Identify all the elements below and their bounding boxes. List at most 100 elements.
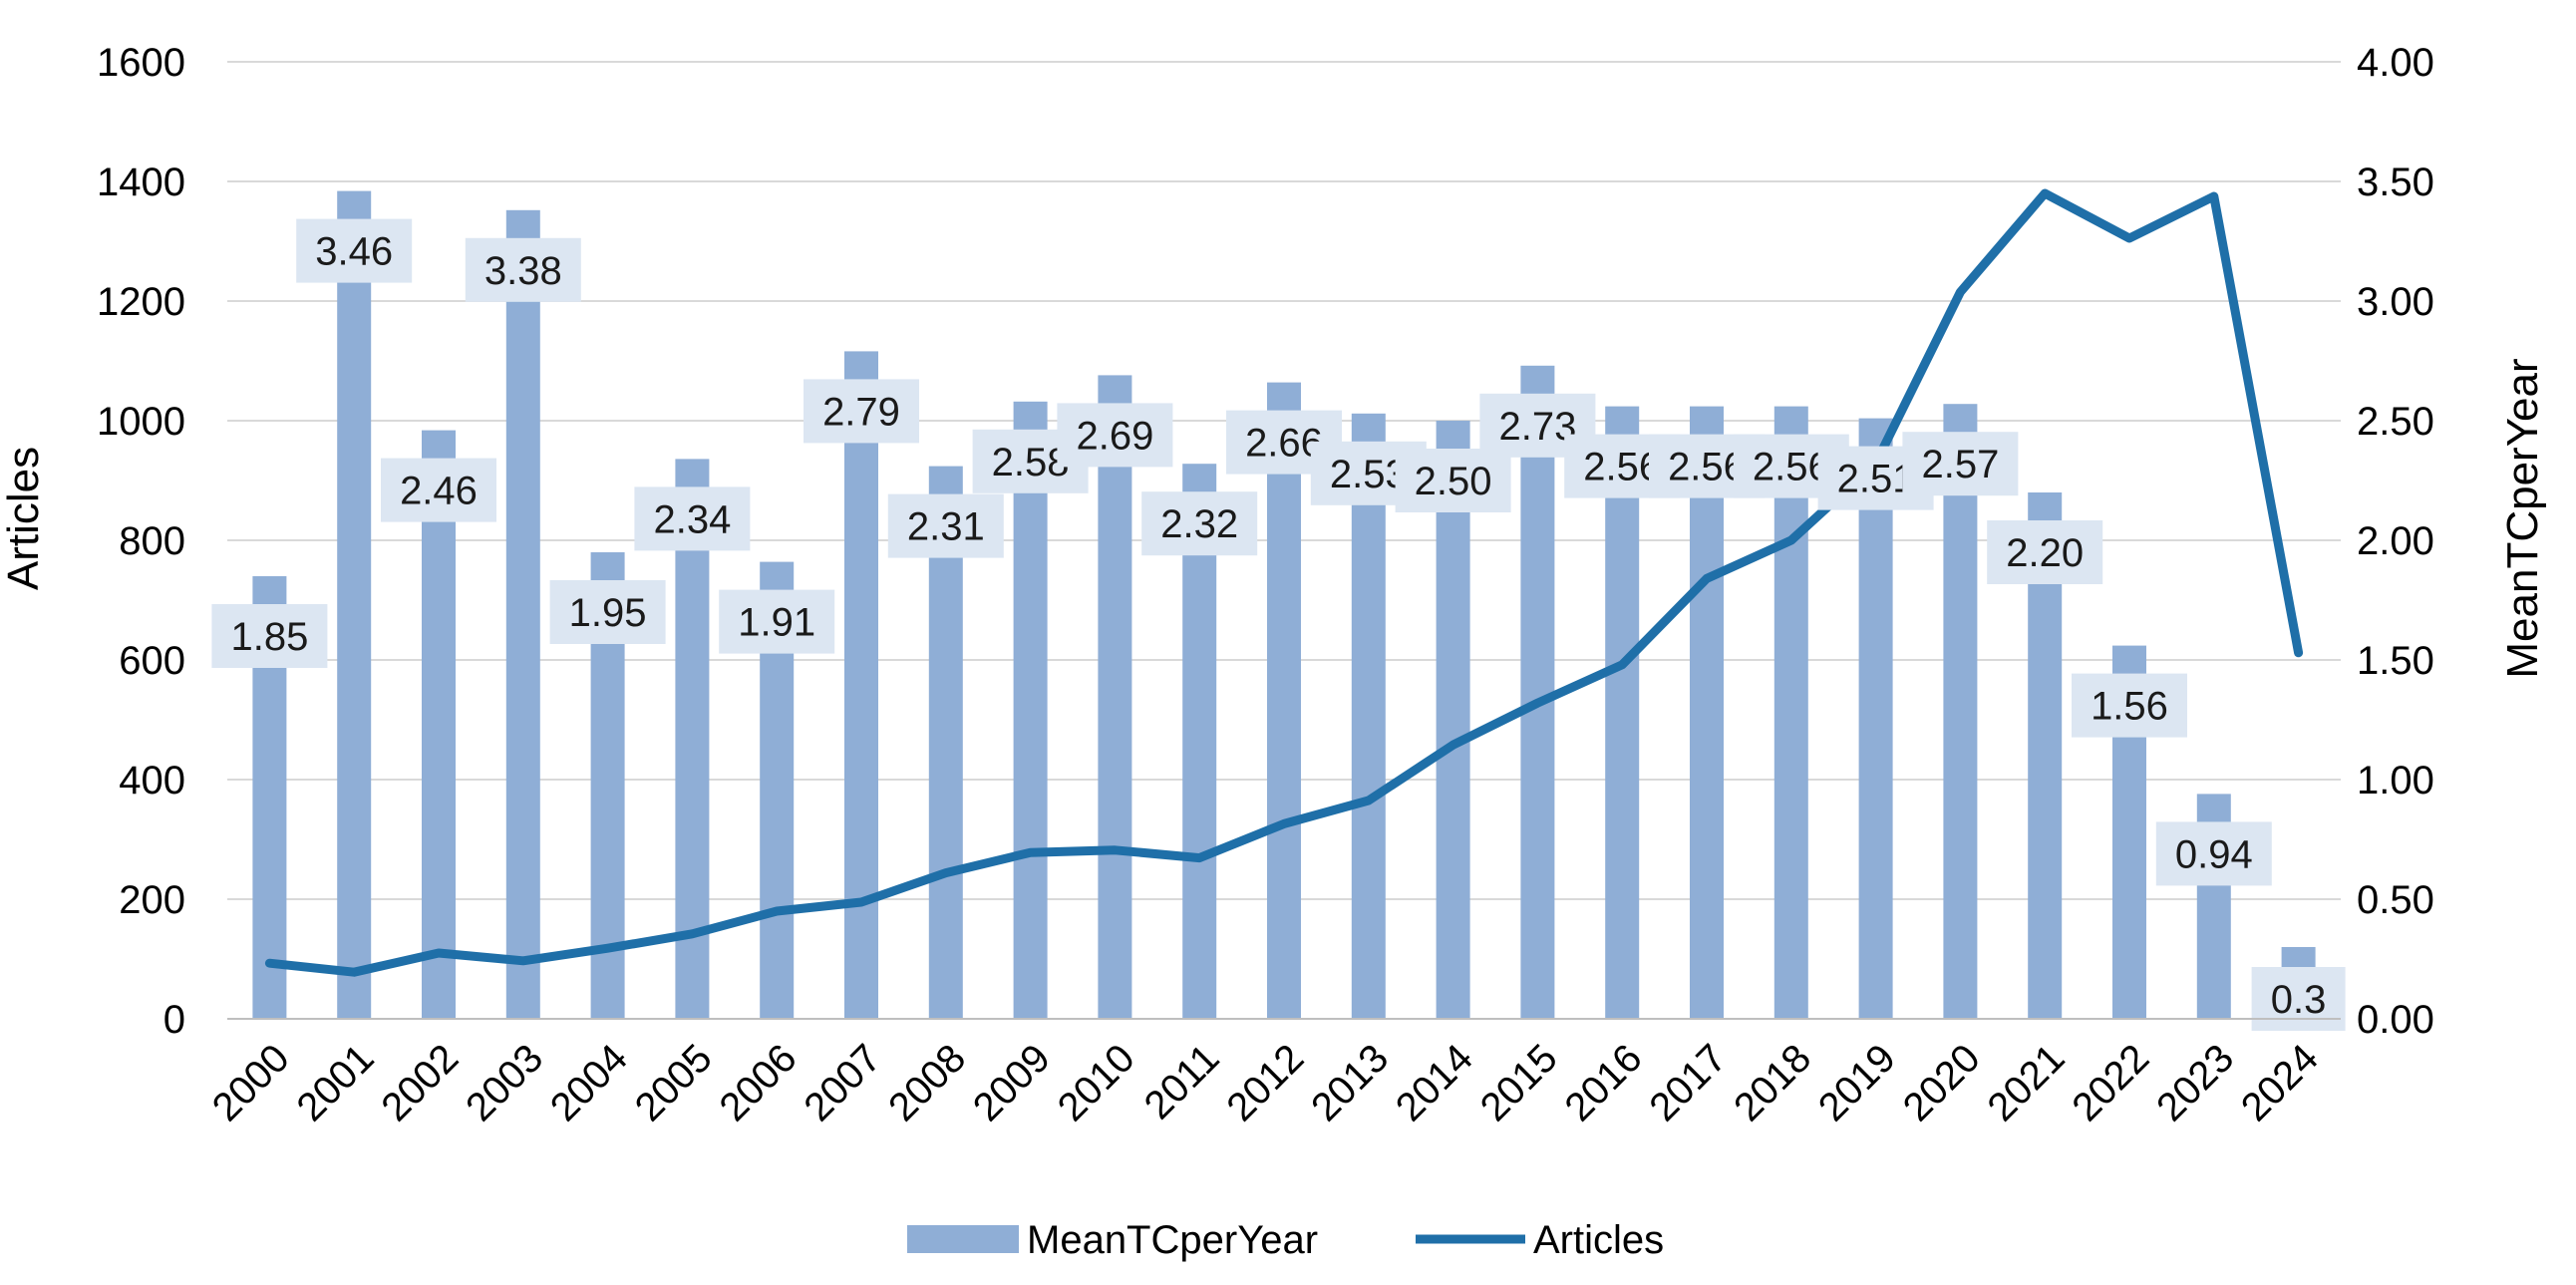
x-tick-label: 2009 xyxy=(965,1036,1059,1129)
data-label-box xyxy=(2251,967,2346,1031)
data-label-box xyxy=(381,458,496,522)
y-tick-label-left: 600 xyxy=(119,639,185,683)
y-tick-label-left: 800 xyxy=(119,519,185,563)
bar xyxy=(337,190,372,1020)
y-tick-label-right: 2.00 xyxy=(2357,519,2434,563)
data-label-text: 2.34 xyxy=(653,497,731,541)
line-articles xyxy=(264,188,2304,977)
bar xyxy=(1605,406,1640,1020)
data-label-box xyxy=(465,237,581,302)
x-tick-label: 2002 xyxy=(373,1036,467,1129)
x-tick-label: 2012 xyxy=(1218,1036,1312,1129)
data-label-box xyxy=(549,580,666,644)
x-tick-label: 2014 xyxy=(1388,1036,1481,1129)
line-series-articles xyxy=(264,188,2304,977)
data-label: 2.69 xyxy=(1057,403,1173,468)
bar-series-meantcperyear xyxy=(252,190,2316,1020)
data-label: 2.34 xyxy=(634,486,751,551)
x-tick-label: 2008 xyxy=(880,1036,974,1129)
y-tick-label-right: 3.00 xyxy=(2357,280,2434,324)
x-tick-label: 2024 xyxy=(2233,1036,2327,1129)
data-label-text: 2.50 xyxy=(1415,460,1492,503)
data-label-text: 1.85 xyxy=(230,615,308,659)
y-tick-label-right: 2.50 xyxy=(2357,400,2434,444)
y-tick-label-left: 1600 xyxy=(97,41,185,85)
x-tick-label: 2019 xyxy=(1810,1036,1904,1129)
data-label-text: 2.20 xyxy=(2006,531,2084,575)
data-label-box xyxy=(211,604,328,668)
x-tick-label: 2003 xyxy=(458,1036,551,1129)
data-label-text: 2.46 xyxy=(400,470,478,513)
data-label-box xyxy=(2155,821,2272,886)
bar-data-labels: 1.85 3.46 2.46 3.38 1.95 2.34 1.91 2.79 2.31 2.58… xyxy=(211,218,2346,1031)
bar xyxy=(1013,401,1048,1019)
y-tick-label-left: 1400 xyxy=(97,161,185,204)
data-label-text: 2.69 xyxy=(1076,414,1153,458)
data-label: 2.57 xyxy=(1902,432,2019,496)
data-label: 1.91 xyxy=(719,589,835,654)
data-label: 2.50 xyxy=(1395,449,1511,512)
y-tick-label-right: 0.00 xyxy=(2357,998,2434,1042)
x-tick-label: 2000 xyxy=(204,1036,298,1129)
y-tick-label-left: 1000 xyxy=(97,400,185,444)
x-tick-label: 2023 xyxy=(2148,1036,2242,1129)
y-tick-label-left: 1200 xyxy=(97,280,185,324)
data-label-box xyxy=(719,589,835,654)
y-tick-label-right: 3.50 xyxy=(2357,161,2434,204)
bar xyxy=(1267,382,1301,1020)
x-tick-label: 2001 xyxy=(289,1036,383,1129)
data-label-text: 2.32 xyxy=(1160,502,1238,546)
legend: MeanTCperYear Articles xyxy=(907,1218,1664,1262)
data-label-text: 3.38 xyxy=(484,249,562,293)
data-label: 1.56 xyxy=(2072,673,2187,738)
bar xyxy=(1351,413,1386,1019)
data-label: 2.79 xyxy=(804,379,919,444)
x-tick-label: 2011 xyxy=(1136,1036,1228,1127)
data-label-text: 2.79 xyxy=(822,390,900,434)
data-label: 2.31 xyxy=(887,493,1004,558)
bar xyxy=(1943,404,1978,1019)
x-tick-label: 2018 xyxy=(1726,1036,1819,1129)
data-label: 0.3 xyxy=(2251,967,2346,1031)
x-tick-label: 2013 xyxy=(1303,1036,1397,1129)
data-label: 2.73 xyxy=(1479,393,1596,458)
x-tick-label: 2007 xyxy=(796,1036,889,1129)
data-label-box xyxy=(296,218,413,283)
data-label-text: 2.73 xyxy=(1498,405,1576,449)
data-label-box xyxy=(634,486,751,551)
y-tick-label-right: 0.50 xyxy=(2357,878,2434,922)
data-label-box xyxy=(1395,449,1511,512)
legend-label-meantcperyear: MeanTCperYear xyxy=(1027,1218,1318,1262)
data-label: 2.46 xyxy=(381,458,496,522)
x-tick-label: 2021 xyxy=(1980,1036,2074,1129)
y-axis-title-left: Articles xyxy=(0,447,48,590)
data-label: 3.46 xyxy=(296,218,413,283)
y-tick-label-left: 0 xyxy=(163,998,185,1042)
y-tick-label-right: 1.00 xyxy=(2357,759,2434,803)
bar xyxy=(844,351,878,1019)
data-label-text: 2.51 xyxy=(1837,458,1915,501)
data-label-text: 1.95 xyxy=(569,591,647,635)
y-tick-label-right: 1.50 xyxy=(2357,639,2434,683)
data-label-text: 1.91 xyxy=(738,601,815,645)
bar xyxy=(422,430,456,1020)
data-label: 2.51 xyxy=(1817,446,1934,510)
x-tick-label: 2010 xyxy=(1050,1036,1143,1129)
y-tick-label-left: 400 xyxy=(119,759,185,803)
data-label: 0.94 xyxy=(2155,821,2272,886)
data-label: 3.38 xyxy=(465,237,581,302)
bar xyxy=(1098,375,1132,1019)
x-tick-label: 2020 xyxy=(1895,1036,1989,1129)
data-label-text: 0.3 xyxy=(2271,978,2327,1022)
data-label-text: 0.94 xyxy=(2175,832,2253,876)
data-label-box xyxy=(2072,673,2187,738)
data-label-box xyxy=(1057,403,1173,468)
data-label-text: 2.58 xyxy=(992,441,1070,484)
data-label-box xyxy=(1902,432,2019,496)
data-label: 1.95 xyxy=(549,580,666,644)
data-label-text: 2.56 xyxy=(1668,446,1746,489)
x-tick-label: 2017 xyxy=(1641,1036,1735,1129)
bar xyxy=(1858,418,1893,1020)
data-label: 2.32 xyxy=(1141,491,1258,556)
